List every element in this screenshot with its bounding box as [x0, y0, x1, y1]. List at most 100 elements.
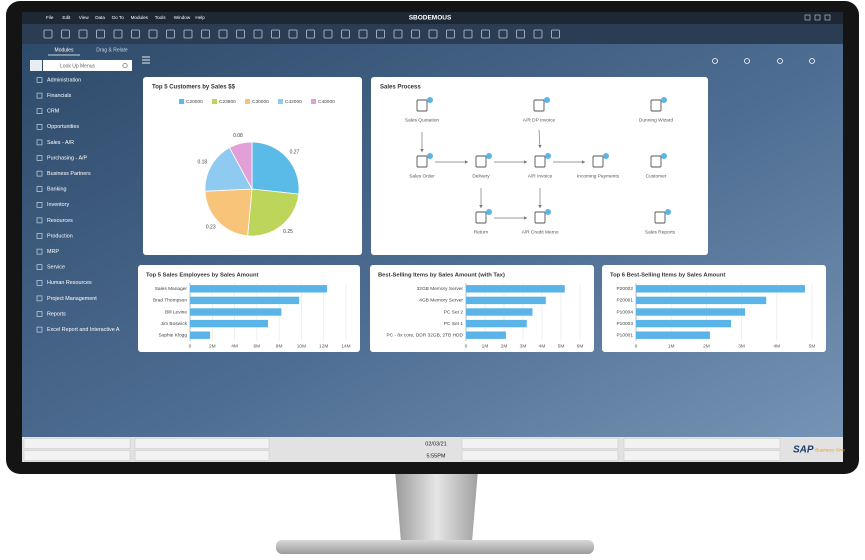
toolbar-icon[interactable] — [428, 29, 438, 39]
toolbar-icon[interactable] — [358, 29, 368, 39]
toolbar-icon[interactable] — [166, 29, 175, 39]
menu-item[interactable]: Modules — [131, 15, 149, 20]
toolbar-icon[interactable] — [236, 29, 245, 39]
toolbar-icon[interactable] — [306, 29, 315, 39]
menu-item[interactable]: File — [46, 15, 54, 20]
module-item[interactable]: Financials — [47, 93, 72, 99]
module-item[interactable]: Reports — [47, 311, 66, 317]
status-field — [23, 438, 131, 449]
y-category-label: P10001 — [616, 332, 633, 338]
toolbar-icon[interactable] — [61, 29, 70, 39]
process-icon[interactable] — [534, 155, 546, 168]
module-item[interactable]: Business Partners — [47, 171, 91, 177]
process-label[interactable]: Incoming Payments — [577, 173, 620, 179]
toolbar-icon[interactable] — [533, 29, 543, 39]
toolbar-icon[interactable] — [183, 29, 193, 39]
arrow-head — [465, 160, 468, 164]
sidebar-tab[interactable]: Modules — [55, 47, 74, 53]
process-label[interactable]: Customer — [646, 173, 667, 179]
toolbar-icon[interactable] — [463, 29, 473, 39]
process-icon[interactable] — [533, 99, 545, 112]
process-icon[interactable] — [650, 99, 662, 112]
toolbar-icon[interactable] — [481, 29, 490, 39]
toolbar-icon[interactable] — [516, 29, 525, 39]
toolbar — [22, 24, 843, 44]
process-icon[interactable] — [475, 211, 487, 224]
toolbar-icon[interactable] — [376, 29, 385, 39]
action-icon[interactable] — [744, 58, 750, 64]
module-item[interactable]: Project Management — [47, 296, 97, 302]
module-item[interactable]: Inventory — [47, 202, 69, 208]
menu-item[interactable]: View — [79, 15, 90, 20]
window-control[interactable] — [814, 14, 821, 21]
toolbar-icon[interactable] — [551, 29, 560, 39]
toolbar-icon[interactable] — [218, 29, 228, 39]
process-icon[interactable] — [534, 211, 546, 224]
toolbar-icon[interactable] — [341, 29, 350, 39]
menu-item[interactable]: Tools — [155, 15, 166, 20]
window-control[interactable] — [804, 14, 811, 21]
toolbar-icon[interactable] — [446, 29, 455, 39]
action-icon[interactable] — [777, 58, 783, 64]
process-icon[interactable] — [416, 99, 428, 112]
toolbar-icon[interactable] — [411, 29, 420, 39]
menu-item[interactable]: Go To — [112, 15, 125, 20]
module-item[interactable]: CRM — [47, 109, 60, 115]
process-label[interactable]: Dunning Wizard — [639, 117, 673, 123]
process-badge — [661, 97, 667, 103]
search-button[interactable] — [30, 60, 42, 71]
toolbar-icon[interactable] — [393, 29, 403, 39]
toolbar-icon[interactable] — [201, 29, 210, 39]
module-item[interactable]: Purchasing - A/P — [47, 155, 88, 161]
toolbar-icon[interactable] — [148, 29, 158, 39]
module-item[interactable]: Banking — [47, 187, 66, 193]
toolbar-icon[interactable] — [253, 29, 263, 39]
x-tick-label: 8M — [276, 343, 283, 349]
toolbar-icon[interactable] — [96, 29, 105, 39]
toolbar-icon[interactable] — [323, 29, 333, 39]
search-box[interactable] — [43, 60, 132, 71]
process-label[interactable]: Return — [474, 229, 489, 235]
process-icon[interactable] — [592, 155, 604, 168]
toolbar-icon[interactable] — [498, 29, 508, 39]
process-label[interactable]: A/R DP Invoice — [523, 117, 556, 123]
sidebar-tab[interactable]: Drag & Relate — [96, 47, 128, 53]
process-label[interactable]: Sales Quotation — [405, 117, 439, 123]
menu-item[interactable]: Help — [195, 15, 205, 20]
module-item[interactable]: Service — [47, 265, 65, 271]
module-item[interactable]: Production — [47, 233, 73, 239]
module-item[interactable]: Resources — [47, 218, 73, 224]
menu-item[interactable]: Data — [95, 15, 105, 20]
toolbar-icon[interactable] — [113, 29, 123, 39]
process-icon[interactable] — [416, 155, 428, 168]
legend-swatch — [212, 99, 217, 104]
module-item[interactable]: MRP — [47, 249, 59, 255]
toolbar-icon[interactable] — [43, 29, 53, 39]
action-icon[interactable] — [809, 58, 815, 64]
menu-item[interactable]: Edit — [62, 15, 71, 20]
process-icon[interactable] — [475, 155, 487, 168]
process-icon[interactable] — [650, 155, 662, 168]
legend-swatch — [278, 99, 283, 104]
process-badge — [661, 153, 667, 159]
process-label[interactable]: A/R Invoice — [528, 173, 553, 179]
process-label[interactable]: Sales Reports — [645, 229, 676, 235]
toolbar-icon[interactable] — [131, 29, 140, 39]
process-label[interactable]: A/R Credit Memo — [522, 229, 559, 235]
process-label[interactable]: Delivery — [472, 173, 490, 179]
module-item[interactable]: Human Resources — [47, 280, 92, 286]
toolbar-icon[interactable] — [288, 29, 298, 39]
process-icon[interactable] — [654, 211, 666, 224]
module-item[interactable]: Excel Report and Interactive A — [47, 327, 120, 333]
module-item[interactable]: Opportunities — [47, 124, 79, 130]
menu-item[interactable]: Window — [174, 15, 191, 20]
module-item[interactable]: Administration — [47, 77, 81, 83]
process-label[interactable]: Sales Order — [409, 173, 435, 179]
window-control[interactable] — [824, 14, 831, 21]
module-item[interactable]: Sales - A/R — [47, 140, 74, 146]
module-icon — [36, 170, 43, 177]
action-icon[interactable] — [712, 58, 718, 64]
toolbar-icon[interactable] — [271, 29, 280, 39]
bar — [636, 319, 732, 328]
toolbar-icon[interactable] — [78, 29, 88, 39]
